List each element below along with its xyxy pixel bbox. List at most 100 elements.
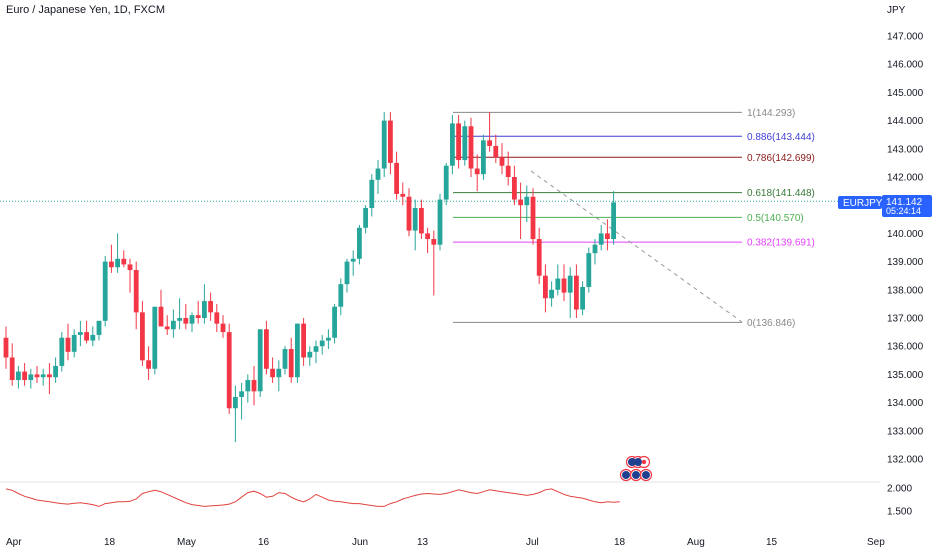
candle-body[interactable]	[586, 253, 592, 287]
time-axis[interactable]: Apr 18 May 16 Jun 13 Jul 18 Aug 15 Sep	[6, 537, 885, 548]
candle-body[interactable]	[158, 306, 164, 327]
candle-body[interactable]	[40, 374, 46, 378]
candle-body[interactable]	[233, 396, 238, 409]
candle-body[interactable]	[47, 374, 52, 378]
candle-body[interactable]	[96, 320, 102, 335]
candle-body[interactable]	[220, 323, 226, 333]
eu-flag-icon[interactable]	[628, 458, 636, 466]
candle-body[interactable]	[133, 270, 139, 313]
candle-body[interactable]	[431, 239, 437, 245]
candle-body[interactable]	[505, 165, 511, 177]
candle-body[interactable]	[487, 140, 492, 146]
candle-body[interactable]	[499, 157, 505, 166]
candle-body[interactable]	[394, 162, 399, 194]
fibonacci-retracement[interactable]: 1(144.293) 0.886(143.444) 0.786(142.699) 0.…	[453, 108, 815, 329]
candle-body[interactable]	[65, 337, 71, 352]
jp-flag-icon[interactable]	[641, 459, 647, 465]
candle-body[interactable]	[288, 349, 294, 378]
eu-flag-icon[interactable]	[642, 471, 650, 479]
candle-body[interactable]	[78, 332, 83, 335]
candle-body[interactable]	[549, 289, 554, 299]
candle-body[interactable]	[251, 380, 257, 392]
candle-body[interactable]	[350, 258, 356, 262]
candle-body[interactable]	[102, 261, 108, 321]
candle-body[interactable]	[121, 258, 127, 265]
candle-body[interactable]	[270, 368, 275, 378]
event-markers[interactable]	[619, 455, 653, 482]
candle-body[interactable]	[425, 233, 430, 240]
candle-body[interactable]	[319, 340, 325, 347]
indicator-line[interactable]	[5, 488, 620, 507]
candle-body[interactable]	[202, 301, 207, 318]
candle-body[interactable]	[115, 258, 120, 268]
candle-body[interactable]	[611, 202, 616, 240]
candle-body[interactable]	[437, 199, 443, 245]
candle-body[interactable]	[375, 168, 381, 180]
candle-body[interactable]	[468, 126, 474, 169]
candle-body[interactable]	[512, 177, 517, 200]
candle-body[interactable]	[195, 315, 201, 318]
candle-body[interactable]	[332, 306, 337, 338]
candle-body[interactable]	[146, 360, 151, 369]
candle-body[interactable]	[443, 165, 449, 200]
candle-body[interactable]	[295, 323, 300, 378]
candle-body[interactable]	[177, 318, 182, 321]
candle-body[interactable]	[450, 123, 455, 166]
candle-body[interactable]	[357, 227, 362, 259]
candle-body[interactable]	[326, 337, 331, 341]
candle-body[interactable]	[226, 332, 232, 409]
eu-flag-icon[interactable]	[634, 458, 642, 466]
candle-body[interactable]	[276, 368, 282, 378]
candle-body[interactable]	[363, 208, 368, 228]
candle-body[interactable]	[3, 337, 9, 358]
candle-body[interactable]	[109, 261, 114, 268]
candle-body[interactable]	[90, 334, 96, 341]
indicator-pane[interactable]	[5, 488, 620, 507]
candle-body[interactable]	[282, 349, 288, 369]
candle-body[interactable]	[536, 239, 542, 276]
candle-body[interactable]	[574, 275, 579, 310]
candle-body[interactable]	[59, 337, 65, 366]
candle-body[interactable]	[580, 286, 585, 310]
candle-body[interactable]	[239, 391, 244, 397]
candle-body[interactable]	[152, 306, 158, 369]
candle-body[interactable]	[567, 275, 573, 293]
candle-body[interactable]	[214, 312, 220, 324]
candle-body[interactable]	[208, 301, 213, 313]
candlestick-series[interactable]	[3, 112, 616, 443]
eu-flag-icon[interactable]	[632, 471, 640, 479]
candle-body[interactable]	[264, 329, 269, 369]
candle-body[interactable]	[313, 346, 319, 352]
candle-body[interactable]	[474, 168, 480, 175]
candle-body[interactable]	[598, 233, 604, 245]
candle-body[interactable]	[9, 357, 15, 381]
candle-body[interactable]	[140, 312, 145, 361]
candle-body[interactable]	[28, 374, 34, 381]
candle-body[interactable]	[481, 140, 486, 175]
candle-body[interactable]	[524, 196, 530, 206]
candle-body[interactable]	[456, 123, 461, 161]
candle-body[interactable]	[16, 371, 21, 381]
candle-body[interactable]	[406, 196, 412, 231]
candle-body[interactable]	[555, 278, 561, 290]
candle-body[interactable]	[605, 233, 610, 240]
candle-body[interactable]	[71, 334, 77, 352]
candle-body[interactable]	[518, 199, 523, 206]
candle-body[interactable]	[164, 326, 170, 330]
candle-body[interactable]	[127, 264, 133, 271]
candle-body[interactable]	[34, 374, 40, 378]
candle-body[interactable]	[592, 244, 598, 254]
candle-body[interactable]	[257, 329, 263, 392]
trend-line[interactable]	[530, 170, 743, 323]
candle-body[interactable]	[369, 179, 375, 209]
candle-body[interactable]	[344, 261, 350, 285]
candle-body[interactable]	[543, 275, 548, 299]
candle-body[interactable]	[381, 120, 387, 169]
candle-body[interactable]	[493, 145, 499, 158]
candle-body[interactable]	[189, 315, 195, 324]
candle-body[interactable]	[412, 208, 418, 231]
candle-body[interactable]	[171, 320, 176, 330]
price-axis[interactable]: JPY 147.000 146.000 145.000 144.000 143.000 1…	[887, 5, 924, 466]
candle-body[interactable]	[301, 323, 306, 358]
